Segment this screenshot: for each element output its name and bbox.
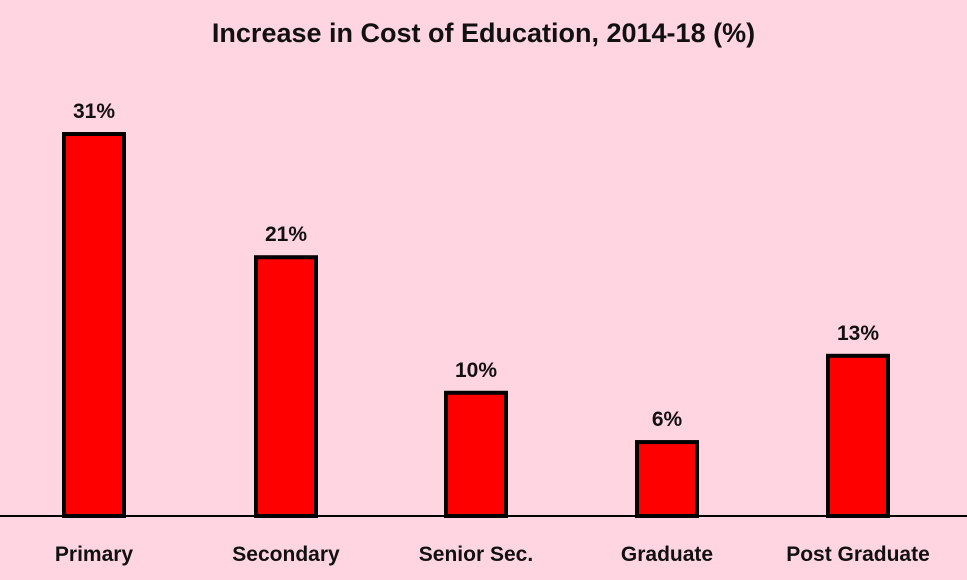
data-labels-group: 31% 21% 10% 6% 13% [73, 100, 879, 431]
category-labels-group: Primary Secondary Senior Sec. Graduate Post … [55, 543, 930, 566]
category-label: Post Graduate [786, 543, 930, 566]
bar [62, 132, 126, 518]
bar [635, 440, 699, 518]
bar [826, 353, 890, 518]
data-label: 10% [455, 359, 497, 382]
category-label: Secondary [232, 543, 340, 566]
data-label: 6% [652, 408, 683, 431]
bar [254, 255, 318, 518]
data-label: 21% [265, 223, 307, 246]
category-label: Senior Sec. [419, 543, 533, 566]
data-label: 31% [73, 100, 115, 123]
chart-title: Increase in Cost of Education, 2014-18 (… [211, 18, 756, 48]
data-label: 13% [837, 322, 879, 345]
category-label: Graduate [621, 543, 713, 566]
category-label: Primary [55, 543, 134, 566]
bar [444, 390, 508, 519]
bars-group [62, 132, 890, 519]
